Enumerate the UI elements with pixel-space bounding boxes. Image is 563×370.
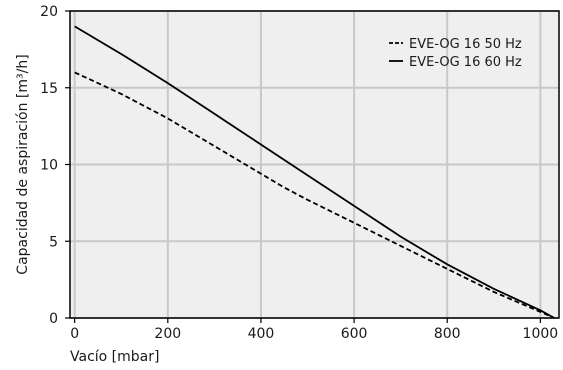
x-tick-label: 800	[434, 326, 461, 342]
y-axis-title: Capacidad de aspiración [m³/h]	[15, 54, 31, 274]
axis-ticks: 0 200 400 600 800 1000 0 5 10 15 20	[40, 4, 558, 342]
y-tick-label: 10	[40, 158, 58, 174]
x-tick-label: 0	[70, 326, 79, 342]
x-tick-label: 400	[248, 326, 275, 342]
series-layer	[74, 25, 555, 319]
y-tick-label: 15	[40, 81, 58, 97]
x-axis-title: Vacío [mbar]	[70, 349, 159, 365]
y-tick-label: 0	[49, 311, 58, 327]
x-tick-label: 1000	[523, 326, 559, 342]
x-tick-label: 600	[341, 326, 368, 342]
legend: EVE-OG 16 50 Hz EVE-OG 16 60 Hz	[389, 37, 522, 70]
x-tick-label: 200	[154, 326, 181, 342]
legend-label-2: EVE-OG 16 60 Hz	[409, 55, 522, 70]
series-line-2	[74, 25, 555, 319]
y-tick-label: 20	[40, 4, 58, 20]
y-tick-label: 5	[49, 234, 58, 250]
legend-label-1: EVE-OG 16 50 Hz	[409, 37, 522, 52]
series-line-1	[74, 71, 555, 319]
